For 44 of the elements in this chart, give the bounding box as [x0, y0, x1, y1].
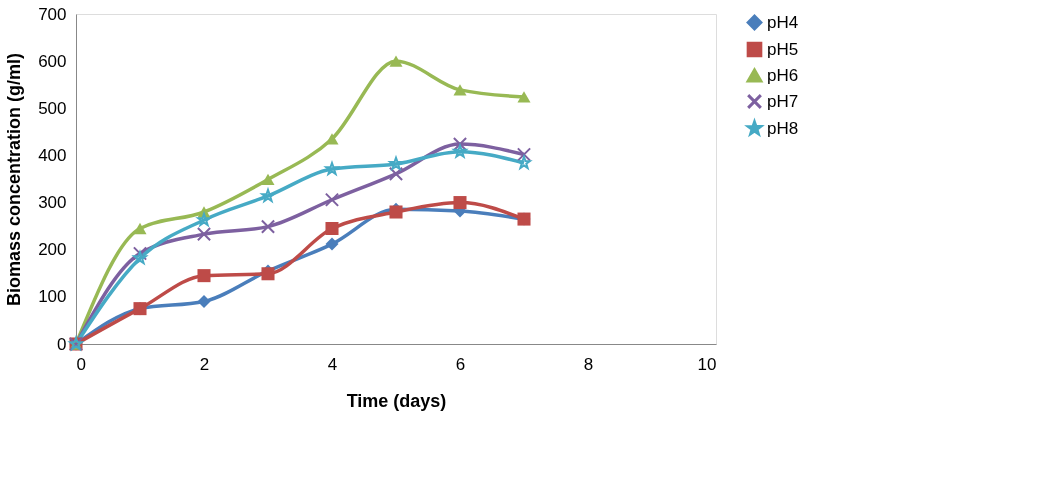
point [517, 155, 531, 169]
y-tick-label: 600 [38, 51, 67, 71]
point [260, 219, 276, 234]
point [197, 212, 211, 226]
point [388, 166, 404, 181]
point [133, 251, 147, 265]
legend-label: pH8 [767, 118, 799, 138]
x-tick-label: 6 [455, 354, 466, 374]
x-tick-label: 10 [697, 354, 717, 374]
point [453, 144, 467, 158]
point [197, 269, 211, 283]
y-tick-label: 200 [38, 240, 67, 260]
point [261, 188, 275, 202]
point [325, 221, 339, 236]
x-tick-label: 4 [327, 354, 338, 374]
point [325, 133, 339, 145]
y-tick-label: 500 [38, 98, 67, 118]
point [516, 147, 532, 162]
point [261, 173, 275, 186]
y-tick-label: 700 [38, 4, 67, 24]
x-tick-label: 0 [76, 354, 86, 374]
x-tick-label: 8 [583, 354, 594, 374]
point [324, 192, 340, 207]
x-tick-label: 2 [199, 354, 210, 374]
point [517, 91, 531, 103]
point [453, 196, 467, 210]
y-axis-title: Biomass concentration (g/ml) [4, 52, 25, 307]
point [133, 222, 147, 235]
y-tick-label: 0 [57, 334, 67, 354]
legend-label: pH6 [767, 65, 799, 85]
legend-label: pH5 [767, 39, 799, 59]
point [325, 237, 339, 251]
point [196, 227, 212, 242]
point [325, 161, 339, 176]
x-axis-title: Time (days) [346, 390, 447, 411]
point [389, 55, 403, 67]
point [197, 295, 211, 309]
y-tick-label: 400 [38, 145, 67, 165]
legend-label: pH7 [767, 91, 799, 111]
point [453, 84, 467, 96]
y-tick-label: 100 [38, 287, 67, 307]
legend-label: pH4 [767, 12, 799, 32]
point [389, 156, 403, 170]
y-tick-label: 300 [38, 193, 67, 213]
